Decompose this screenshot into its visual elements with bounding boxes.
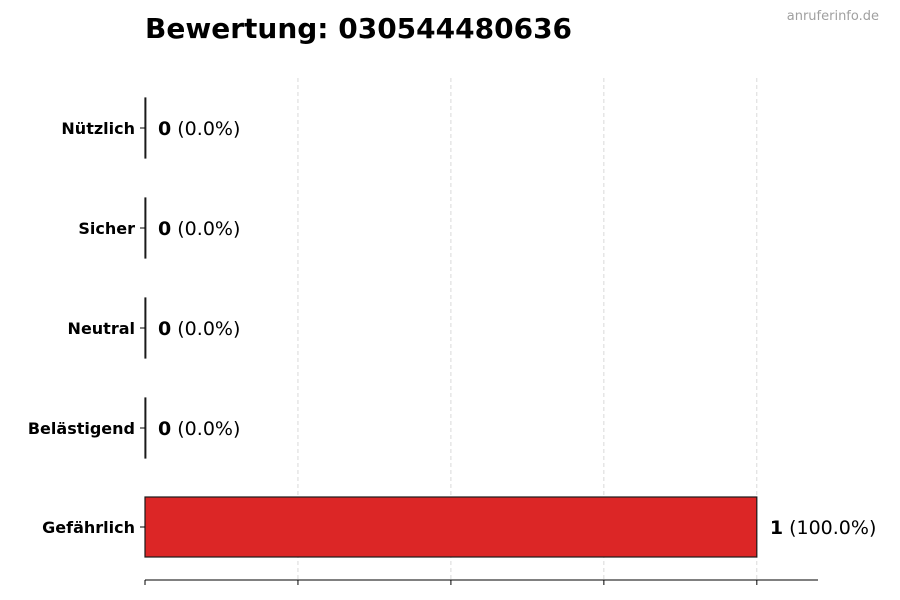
percent-label: (0.0%) [171,118,240,140]
chart-title: Bewertung: 030544480636 [145,12,573,45]
percent-label: (0.0%) [171,418,240,440]
value-label: 0 (0.0%) [158,218,240,240]
bar [144,297,147,359]
percent-label: (0.0%) [171,318,240,340]
bar [144,496,758,558]
category-label: Belästigend [28,419,135,438]
percent-label: (0.0%) [171,218,240,240]
bar [144,197,147,259]
count-label: 0 [158,418,171,440]
count-label: 0 [158,318,171,340]
value-label: 1 (100.0%) [770,517,877,539]
bar [144,97,147,159]
category-label: Gefährlich [42,518,135,537]
bar [144,397,147,459]
value-label: 0 (0.0%) [158,418,240,440]
count-label: 0 [158,118,171,140]
value-label: 0 (0.0%) [158,118,240,140]
category-label: Nützlich [61,119,135,138]
percent-label: (100.0%) [783,517,876,539]
count-label: 1 [770,517,783,539]
value-label: 0 (0.0%) [158,318,240,340]
category-label: Sicher [78,219,135,238]
watermark: anruferinfo.de [786,9,879,24]
count-label: 0 [158,218,171,240]
category-label: Neutral [68,319,135,338]
